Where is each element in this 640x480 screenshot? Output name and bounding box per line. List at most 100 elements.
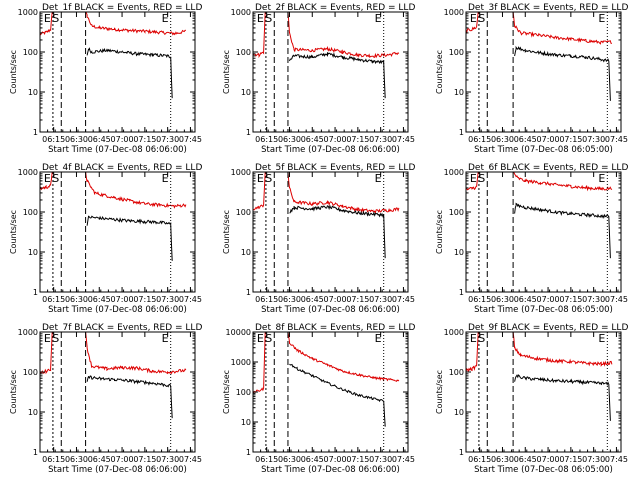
events-series-line: [514, 45, 611, 101]
panel-title: Det_4f BLACK = Events, RED = LLD: [42, 163, 202, 173]
x-tick-label: 06:15: [42, 135, 65, 144]
y-tick-label: 1: [459, 128, 464, 137]
panel-title: Det_9f BLACK = Events, RED = LLD: [468, 323, 628, 333]
x-tick-label: 07:30: [156, 135, 179, 144]
x-tick-label: 07:45: [392, 135, 415, 144]
marker-label-e: E: [470, 12, 477, 25]
x-tick-label: 06:45: [301, 455, 324, 464]
x-tick-label: 07:15: [346, 295, 369, 304]
y-tick-label: 10: [28, 408, 38, 417]
x-tick-label: 07:15: [133, 295, 156, 304]
y-axis-label: Counts/sec: [222, 370, 231, 414]
y-tick-label: 1: [33, 128, 38, 137]
x-tick-label: 07:45: [605, 455, 628, 464]
y-tick-label: 1000: [444, 168, 464, 177]
y-axis-label: Counts/sec: [222, 210, 231, 254]
x-tick-label: 06:45: [514, 295, 537, 304]
y-axis-label: Counts/sec: [9, 50, 18, 94]
x-tick-label: 07:30: [369, 135, 392, 144]
x-tick-label: 07:30: [156, 295, 179, 304]
x-tick-label: 06:45: [301, 295, 324, 304]
y-tick-label: 1: [246, 288, 251, 297]
marker-label-s: S: [265, 172, 272, 185]
y-tick-label: 1: [33, 288, 38, 297]
marker-label-s: S: [52, 12, 59, 25]
y-tick-label: 1000: [444, 328, 464, 337]
lld-series-line: [465, 331, 613, 373]
x-tick-label: 06:45: [301, 135, 324, 144]
x-tick-label: 07:45: [179, 295, 202, 304]
marker-label-e: E: [44, 12, 51, 25]
events-series-line: [86, 215, 173, 261]
x-tick-label: 06:45: [88, 455, 111, 464]
marker-label-e: E: [375, 332, 382, 345]
events-series-line: [86, 47, 173, 99]
marker-label-s: S: [478, 12, 485, 25]
x-tick-label: 06:15: [468, 455, 491, 464]
y-tick-label: 1: [33, 448, 38, 457]
x-axis-label: Start Time (07-Dec-08 06:06:00): [261, 145, 400, 155]
x-tick-label: 06:30: [278, 295, 301, 304]
x-tick-label: 07:15: [559, 135, 582, 144]
y-tick-label: 1: [246, 448, 251, 457]
y-axis-label: Counts/sec: [435, 210, 444, 254]
y-axis-label: Counts/sec: [9, 210, 18, 254]
y-tick-label: 10: [28, 248, 38, 257]
x-tick-label: 07:00: [111, 295, 134, 304]
y-tick-label: 1000: [18, 8, 38, 17]
y-tick-label: 1000: [444, 8, 464, 17]
x-tick-label: 06:15: [468, 295, 491, 304]
panel-title: Det_5f BLACK = Events, RED = LLD: [255, 163, 415, 173]
x-tick-label: 06:30: [278, 455, 301, 464]
y-tick-label: 100: [449, 368, 464, 377]
plot-frame: [465, 171, 622, 293]
y-tick-label: 1000: [18, 328, 38, 337]
y-tick-label: 10000: [226, 328, 251, 337]
y-tick-label: 1: [246, 128, 251, 137]
marker-label-e: E: [257, 172, 264, 185]
marker-label-s: S: [52, 172, 59, 185]
marker-label-s: S: [265, 12, 272, 25]
x-tick-label: 06:30: [65, 295, 88, 304]
y-tick-label: 1: [459, 448, 464, 457]
plot-frame: [465, 331, 622, 453]
x-tick-label: 06:15: [468, 135, 491, 144]
x-tick-label: 06:30: [491, 135, 514, 144]
x-tick-label: 06:30: [278, 135, 301, 144]
x-tick-label: 07:00: [537, 295, 560, 304]
plot-frame: [465, 11, 622, 133]
marker-label-e: E: [257, 12, 264, 25]
x-tick-label: 06:15: [255, 295, 278, 304]
x-tick-label: 06:15: [42, 295, 65, 304]
marker-label-s: S: [265, 332, 272, 345]
x-tick-label: 07:45: [179, 455, 202, 464]
x-tick-label: 06:15: [255, 135, 278, 144]
y-tick-label: 100: [449, 208, 464, 217]
marker-label-s: S: [478, 172, 485, 185]
x-tick-label: 07:15: [346, 135, 369, 144]
x-axis-label: Start Time (07-Dec-08 06:06:00): [48, 145, 187, 155]
y-tick-label: 10: [241, 248, 251, 257]
y-tick-label: 100: [23, 208, 38, 217]
y-tick-label: 1000: [18, 168, 38, 177]
marker-label-e: E: [375, 12, 382, 25]
plot-frame: [252, 171, 409, 293]
panel-title: Det_6f BLACK = Events, RED = LLD: [468, 163, 628, 173]
marker-label-e: E: [44, 172, 51, 185]
x-tick-label: 06:15: [42, 455, 65, 464]
x-tick-label: 06:45: [88, 295, 111, 304]
y-axis-label: Counts/sec: [222, 50, 231, 94]
x-tick-label: 06:45: [88, 135, 111, 144]
marker-label-e: E: [598, 332, 605, 345]
marker-label-e: E: [470, 332, 477, 345]
marker-label-e: E: [470, 172, 477, 185]
marker-label-s: S: [478, 332, 485, 345]
x-tick-label: 06:45: [514, 135, 537, 144]
panel-title: Det_1f BLACK = Events, RED = LLD: [42, 3, 202, 13]
x-tick-label: 07:15: [559, 295, 582, 304]
